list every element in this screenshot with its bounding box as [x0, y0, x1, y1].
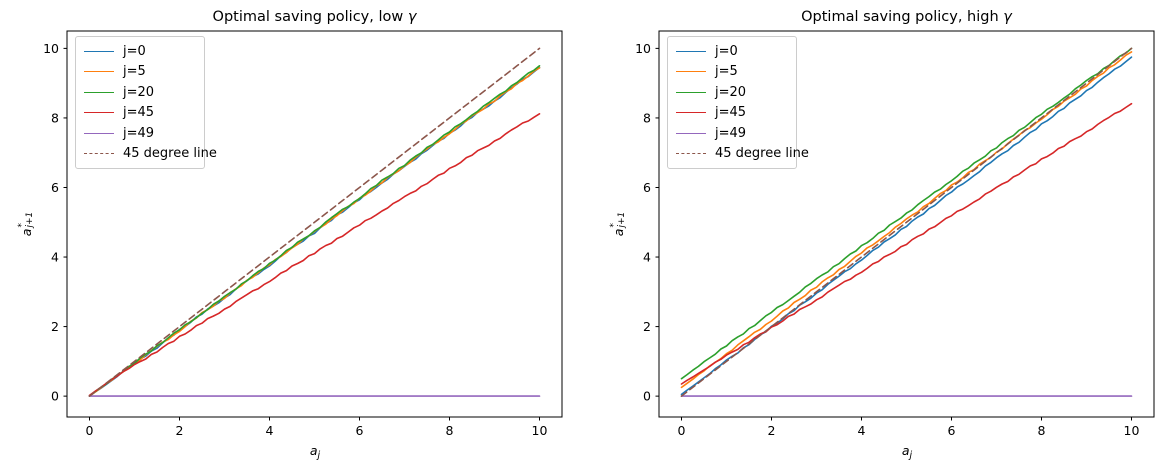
x-tick-label: 8: [1038, 423, 1046, 438]
x-tick-label: 10: [1124, 423, 1140, 438]
x-axis-label-sub: j: [909, 450, 913, 461]
x-tick-label: 8: [446, 423, 454, 438]
x-tick-label: 6: [948, 423, 956, 438]
legend-line-sample: [84, 153, 114, 155]
legend-item: j=49: [676, 123, 796, 144]
y-axis-label-scripts: * j+1: [17, 211, 35, 228]
series-line-j=45: [680, 102, 1133, 385]
legend-item: j=5: [676, 62, 796, 83]
y-axis-label-sub: j+1: [617, 211, 627, 228]
y-tick-label: 2: [51, 319, 59, 334]
legend-item: 45 degree line: [676, 144, 809, 165]
legend-item: j=45: [84, 103, 204, 124]
legend-item: j=45: [676, 103, 796, 124]
legend-item: j=0: [84, 41, 204, 62]
x-axis-label: aj: [309, 443, 321, 461]
plot-title: Optimal saving policy, low γ: [67, 9, 562, 29]
y-tick-label: 0: [51, 389, 59, 404]
legend-item: j=5: [84, 62, 204, 83]
legend-label: j=45: [123, 105, 155, 121]
y-tick-label: 4: [643, 250, 651, 265]
legend-item: j=49: [84, 123, 204, 144]
legend-line-sample: [676, 91, 706, 93]
y-axis-label-base: a: [610, 228, 626, 237]
y-tick-label: 2: [643, 319, 651, 334]
series-line-j=20: [680, 47, 1133, 380]
axes-frame: [658, 30, 1155, 418]
legend-line-sample: [676, 50, 706, 52]
y-tick-label: 8: [643, 110, 651, 125]
x-tick-label: 4: [266, 423, 274, 438]
y-axis-label-base: a: [18, 228, 34, 237]
axes-frame: [66, 30, 563, 418]
y-axis-label: a * j+1: [17, 211, 35, 237]
y-tick-label: 4: [51, 250, 59, 265]
gamma-symbol: γ: [1003, 9, 1012, 25]
y-tick-label: 8: [51, 110, 59, 125]
x-tick-label: 4: [858, 423, 866, 438]
legend-label: j=5: [123, 64, 146, 80]
legend: j=0 j=5 j=20 j=45 j=49 45 degree line: [75, 36, 217, 169]
x-tick-label: 6: [356, 423, 364, 438]
legend-label: j=20: [715, 84, 747, 100]
plot-title-text: Optimal saving policy, high: [801, 9, 1004, 25]
x-axis-label-base: a: [901, 443, 910, 458]
legend-line-sample: [84, 91, 114, 93]
y-tick-label: 6: [643, 180, 651, 195]
y-axis-label-scripts: * j+1: [609, 211, 627, 228]
plot-title-text: Optimal saving policy, low: [212, 9, 408, 25]
legend-line-sample: [676, 71, 706, 73]
legend: j=0 j=5 j=20 j=45 j=49 45 degree line: [667, 36, 809, 169]
legend-line-sample: [84, 112, 114, 114]
legend-item: j=20: [676, 82, 796, 103]
series-line-j=5: [680, 51, 1133, 389]
series-line-j=20: [88, 65, 541, 397]
y-tick-label: 10: [43, 41, 59, 56]
legend-line-sample: [676, 112, 706, 114]
legend-label: j=45: [715, 105, 747, 121]
legend-line-sample: [84, 132, 114, 134]
legend-label: j=49: [715, 125, 747, 141]
legend-label: j=0: [123, 43, 146, 59]
legend-label: j=5: [715, 64, 738, 80]
y-tick-label: 6: [51, 180, 59, 195]
x-tick-label: 10: [532, 423, 548, 438]
legend-line-sample: [84, 71, 114, 73]
x-axis-label-sub: j: [317, 450, 321, 461]
y-tick-label: 0: [643, 389, 651, 404]
legend-line-sample: [676, 132, 706, 134]
legend-item: j=0: [676, 41, 796, 62]
series-line-45-degree-line: [88, 47, 541, 397]
x-tick-label: 2: [768, 423, 776, 438]
legend-label: j=0: [715, 43, 738, 59]
legend-line-sample: [84, 50, 114, 52]
x-tick-label: 0: [86, 423, 94, 438]
series-line-45-degree-line: [680, 47, 1133, 397]
x-tick-label: 0: [678, 423, 686, 438]
x-axis-label: aj: [901, 443, 913, 461]
legend-item: j=20: [84, 82, 204, 103]
gamma-symbol: γ: [407, 9, 417, 25]
y-axis-label: a * j+1: [609, 211, 627, 237]
y-tick-label: 10: [635, 41, 651, 56]
legend-label: j=49: [123, 125, 155, 141]
series-line-j=45: [88, 113, 541, 397]
legend-label: 45 degree line: [715, 146, 809, 162]
plot-title: Optimal saving policy, high γ: [659, 9, 1154, 29]
legend-line-sample: [676, 153, 706, 155]
legend-item: 45 degree line: [84, 144, 217, 165]
x-axis-label-base: a: [309, 443, 318, 458]
legend-label: j=20: [123, 84, 155, 100]
legend-label: 45 degree line: [123, 146, 217, 162]
y-axis-label-sub: j+1: [25, 211, 35, 228]
x-tick-label: 2: [176, 423, 184, 438]
